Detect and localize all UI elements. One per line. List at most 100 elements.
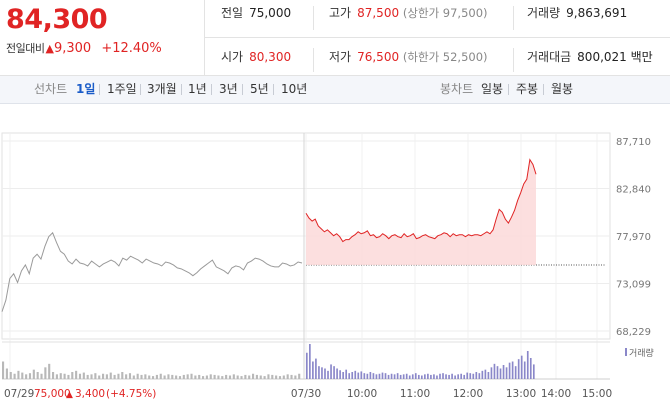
volume-bar-current <box>442 373 444 379</box>
volume-bar-current <box>436 375 438 379</box>
volume-bar-prev <box>144 374 147 379</box>
divider <box>513 6 514 30</box>
volume-bar-current <box>405 373 408 379</box>
volume-bar-prev <box>28 373 32 379</box>
prev-day-line <box>1 231 303 312</box>
volume-bar-current <box>396 373 399 379</box>
volume-bar-prev <box>186 374 189 379</box>
volume-bar-current <box>511 361 514 379</box>
volume-bar-prev <box>55 374 58 379</box>
volume-bar-current <box>514 366 517 379</box>
change-row: 전일대비▲9,300 +12.40% <box>6 40 162 56</box>
y-tick-label: 82,840 <box>616 185 651 196</box>
volume-bar-prev <box>75 370 78 379</box>
volume-bar-prev <box>140 374 143 379</box>
period-3m-button[interactable]: 3개월 <box>147 82 177 96</box>
candle-chart-label: 봉차트 <box>440 82 474 96</box>
period-1d-button[interactable]: 1일 <box>76 82 96 96</box>
volume-bar-prev <box>152 376 155 379</box>
volume-bar-current <box>345 369 348 379</box>
divider <box>181 84 182 95</box>
volume-bar-prev <box>198 374 201 379</box>
candle-daily-button[interactable]: 일봉 <box>481 82 504 96</box>
volume-bar-prev <box>248 375 251 379</box>
volume-bar-current <box>354 370 357 379</box>
volume-bar-current <box>339 370 341 379</box>
volume-bar-current <box>520 355 523 379</box>
volume-bar-current <box>484 369 487 379</box>
volume-bar-current <box>517 359 520 379</box>
volume-bar-current <box>460 373 463 379</box>
period-3y-button[interactable]: 3년 <box>219 82 238 96</box>
volume-bar-prev <box>209 374 212 379</box>
volume-bar-current <box>532 364 535 379</box>
volume-bar-current <box>360 371 363 379</box>
period-5y-button[interactable]: 5년 <box>250 82 269 96</box>
volume-bar-prev <box>205 375 208 379</box>
period-10y-button[interactable]: 10년 <box>281 82 308 96</box>
volume-bar-prev <box>232 374 235 379</box>
volume-legend-swatch <box>625 348 627 356</box>
volume-bar-prev <box>125 374 128 379</box>
volume-bar-prev <box>78 373 82 379</box>
volume-bar-prev <box>128 373 132 379</box>
volume-bar-prev <box>113 374 116 379</box>
stat-row-1: 전일 75,000 고가 87,500 (상한가 97,500) 거래량 9,863,… <box>205 0 670 38</box>
volume-bar-prev <box>17 370 20 379</box>
volume-bars <box>2 344 535 379</box>
volume-bar-prev <box>2 361 5 379</box>
volume-bar-current <box>321 367 323 379</box>
volume-bar-prev <box>52 372 55 379</box>
volume-bar-current <box>421 375 423 379</box>
volume-bar-current <box>481 370 484 379</box>
volume-bar-current <box>309 344 311 379</box>
stat-value: 80,300 <box>249 50 292 64</box>
period-1w-button[interactable]: 1주일 <box>107 82 137 96</box>
volume-bar-prev <box>217 375 220 379</box>
candle-monthly-button[interactable]: 월봉 <box>551 82 574 96</box>
volume-bar-prev <box>109 372 112 379</box>
volume-bar-prev <box>67 374 70 379</box>
volume-bar-current <box>402 374 405 379</box>
volume-bar-prev <box>213 374 216 379</box>
price-chart-svg: 87,710 82,840 77,970 73,099 68,229 07/30 10:00… <box>1 132 654 400</box>
change-percent: +12.40% <box>101 41 162 56</box>
volume-bar-current <box>312 361 314 379</box>
stat-label: 고가 <box>329 6 352 20</box>
y-tick-label: 77,970 <box>616 232 651 243</box>
stat-value: 9,863,691 <box>566 6 628 20</box>
volume-bar-prev <box>202 376 205 379</box>
divider <box>313 48 314 72</box>
divider <box>211 84 212 95</box>
x-tick-label: 10:00 <box>347 388 377 400</box>
y-tick-label: 87,710 <box>616 137 651 148</box>
volume-bar-current <box>342 372 344 379</box>
x-tick-label: 07/30 <box>291 388 321 400</box>
current-day-area <box>306 159 536 265</box>
volume-bar-current <box>457 374 459 379</box>
volume-bar-prev <box>175 375 178 379</box>
volume-bar-current <box>496 366 499 379</box>
volume-bar-current <box>369 372 372 379</box>
volume-bar-current <box>381 372 384 379</box>
change-label: 전일대비 <box>6 42 45 55</box>
stat-label: 저가 <box>329 50 352 64</box>
volume-bar-current <box>372 373 375 379</box>
divider <box>508 84 509 95</box>
volume-bar-current <box>366 373 369 379</box>
current-price: 84,300 <box>6 4 108 35</box>
price-box: 84,300 전일대비▲9,300 +12.40% <box>0 0 205 76</box>
volume-bar-current <box>478 373 481 379</box>
candle-weekly-button[interactable]: 주봉 <box>516 82 539 96</box>
divider <box>273 84 274 95</box>
divider <box>513 48 514 72</box>
volume-bar-current <box>387 374 390 379</box>
volume-bar-current <box>430 374 432 379</box>
price-chart[interactable]: 87,710 82,840 77,970 73,099 68,229 07/30 10:00… <box>0 104 670 410</box>
volume-bar-prev <box>271 374 274 379</box>
period-1y-button[interactable]: 1년 <box>188 82 207 96</box>
divider <box>313 6 314 30</box>
stat-value: 800,021 <box>577 50 627 64</box>
stat-low: 저가 76,500 (하한가 52,500) <box>329 42 488 80</box>
volume-bar-prev <box>194 375 197 379</box>
